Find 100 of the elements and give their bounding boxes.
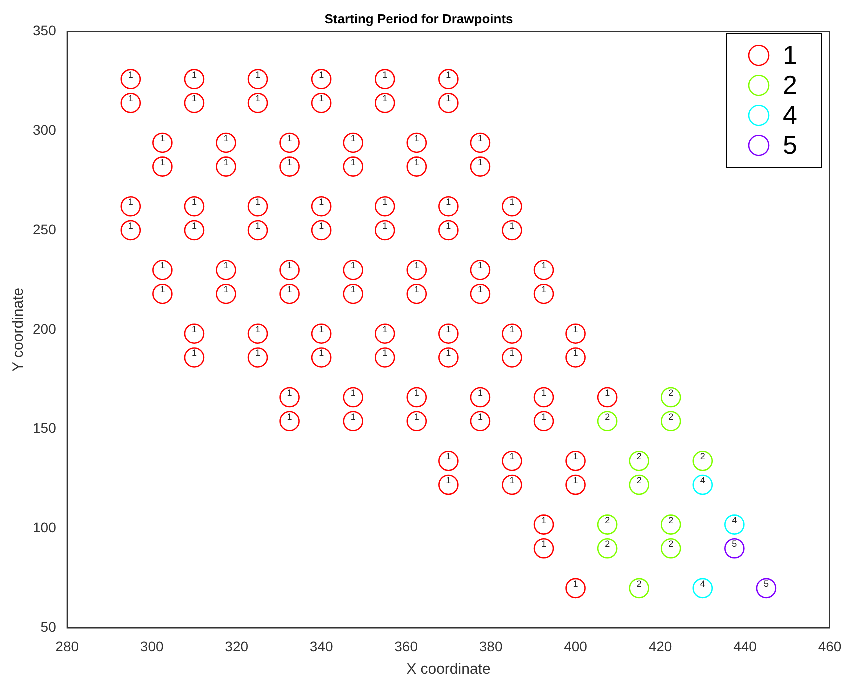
point	[597, 411, 618, 432]
annotation: 4	[700, 578, 706, 589]
point	[597, 514, 618, 535]
annotation: 1	[414, 133, 420, 144]
point	[692, 578, 714, 599]
annotation: 1	[573, 476, 578, 486]
y-tick-label: 250	[33, 221, 57, 238]
point	[660, 411, 682, 432]
annotation: 1	[382, 70, 388, 80]
annotation: 1	[160, 157, 166, 168]
annotation: 1	[382, 220, 388, 231]
annotation: 1	[192, 324, 197, 334]
y-tick-label: 50	[40, 619, 57, 636]
annotation: 1	[414, 157, 420, 168]
annotation: 1	[350, 412, 356, 422]
annotation: 1	[446, 94, 452, 104]
annotation: 2	[636, 476, 642, 486]
annotation: 2	[605, 539, 610, 550]
chart-title: Starting Period for Drawpoints	[324, 11, 514, 26]
annotation: 2	[668, 412, 674, 422]
point	[660, 387, 682, 408]
annotation: 1	[478, 284, 483, 295]
annotation: 1	[224, 157, 229, 168]
annotation: 1	[192, 94, 197, 104]
annotation: 1	[128, 94, 134, 104]
annotation: 1	[224, 284, 229, 295]
point	[756, 578, 777, 599]
annotation: 1	[192, 197, 197, 208]
annotation: 1	[319, 348, 324, 358]
annotation: 1	[160, 284, 166, 295]
x-tick-label: 400	[564, 638, 588, 654]
annotation: 1	[573, 578, 578, 589]
annotation: 1	[446, 476, 452, 486]
y-tick-label: 150	[33, 420, 57, 436]
annotation: 1	[414, 388, 420, 398]
annotation: 1	[224, 133, 229, 144]
annotation: 1	[319, 220, 324, 231]
x-tick-label: 340	[310, 638, 334, 654]
annotation: 5	[764, 578, 769, 589]
annotation: 1	[287, 388, 292, 398]
y-tick-label: 300	[33, 122, 57, 138]
legend-label: 4	[783, 100, 798, 130]
point	[629, 451, 650, 472]
y-axis-title: Y coordinate	[10, 288, 28, 372]
x-tick-label: 300	[140, 638, 164, 654]
x-tick-label: 420	[648, 638, 672, 654]
annotation: 1	[478, 388, 483, 398]
annotation: 2	[605, 412, 610, 422]
annotation: 1	[446, 70, 452, 80]
annotation: 1	[573, 324, 578, 334]
annotation: 1	[256, 197, 261, 208]
annotation: 1	[287, 133, 292, 144]
annotation: 1	[382, 197, 388, 208]
annotation: 1	[542, 412, 547, 422]
point	[660, 514, 682, 535]
x-tick-label: 320	[225, 638, 249, 654]
annotation: 1	[224, 260, 229, 271]
x-tick-label: 460	[818, 638, 842, 654]
annotation: 1	[160, 260, 166, 271]
x-axis-title: X coordinate	[406, 661, 491, 678]
annotation: 1	[542, 539, 547, 550]
annotation: 1	[256, 348, 261, 358]
point	[692, 451, 714, 472]
point	[629, 578, 650, 599]
annotation: 1	[510, 476, 515, 486]
annotation: 1	[605, 388, 610, 398]
annotation: 1	[446, 324, 452, 334]
annotation: 1	[414, 412, 420, 422]
annotation: 1	[573, 452, 578, 462]
annotation: 1	[256, 220, 261, 231]
annotation: 1	[510, 324, 515, 334]
x-tick-label: 380	[479, 638, 503, 654]
point	[692, 474, 714, 496]
legend-label: 2	[783, 70, 798, 100]
annotation: 1	[414, 284, 420, 295]
legend-label: 1	[783, 40, 798, 70]
annotation: 1	[287, 412, 292, 422]
legend-label: 5	[783, 130, 798, 160]
annotation: 1	[350, 284, 356, 295]
annotation: 1	[319, 94, 324, 104]
point	[660, 538, 682, 559]
annotation: 1	[510, 197, 515, 208]
annotation: 4	[732, 515, 738, 526]
annotation: 1	[160, 133, 166, 144]
annotation: 1	[382, 348, 388, 358]
point	[597, 538, 618, 559]
annotation: 1	[542, 284, 547, 295]
annotation: 1	[542, 260, 547, 271]
point	[724, 538, 745, 559]
annotation: 1	[287, 260, 292, 271]
point	[629, 474, 650, 496]
annotation: 1	[256, 94, 261, 104]
annotation: 1	[446, 197, 452, 208]
annotation: 1	[319, 324, 324, 334]
annotation: 1	[256, 70, 261, 80]
annotation: 2	[636, 578, 642, 589]
annotation: 5	[732, 539, 738, 550]
annotation: 1	[350, 157, 356, 168]
annotation: 1	[510, 348, 515, 358]
annotation: 1	[510, 452, 515, 462]
